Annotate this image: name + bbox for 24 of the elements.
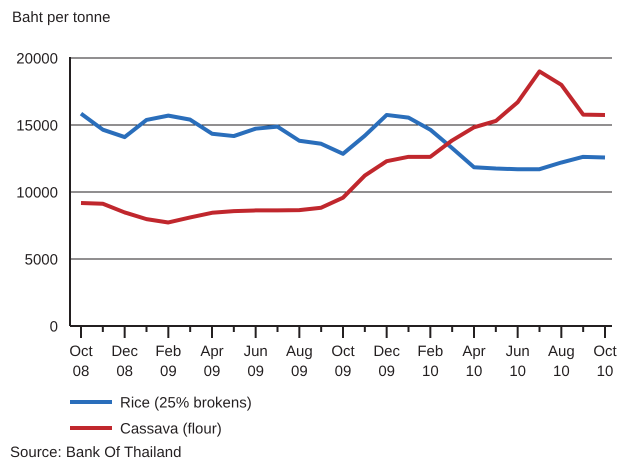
legend-label: Rice (25% brokens): [120, 394, 252, 412]
x-tick-label: Dec 08: [111, 343, 138, 380]
y-tick-label: 0: [50, 318, 58, 336]
x-tick-label: Aug 09: [286, 343, 313, 380]
y-tick-label: 15000: [16, 117, 58, 134]
x-tick-label: Oct 09: [331, 343, 356, 380]
line-series: [79, 69, 607, 224]
x-tick-label: Dec 09: [373, 343, 400, 380]
line-series: [79, 112, 607, 172]
x-tick-label: Apr 10: [462, 343, 486, 380]
x-tick-label: Oct 10: [593, 343, 618, 380]
x-tick-label: Oct 08: [69, 343, 94, 380]
y-tick-label: 5000: [24, 251, 58, 268]
x-tick-label: Jun 10: [506, 343, 530, 380]
y-tick-label: 20000: [16, 50, 58, 68]
y-axis-title: Baht per tonne: [12, 9, 110, 26]
x-tick-label: Aug 10: [548, 343, 575, 380]
x-tick-label: Jun 09: [244, 343, 268, 380]
source-note: Source: Bank Of Thailand: [10, 444, 182, 461]
legend-label: Cassava (flour): [120, 420, 222, 438]
x-tick-label: Apr 09: [200, 343, 224, 380]
x-tick-label: Feb 10: [417, 343, 444, 380]
y-tick-label: 10000: [16, 184, 58, 202]
x-tick-label: Feb 09: [155, 343, 182, 380]
